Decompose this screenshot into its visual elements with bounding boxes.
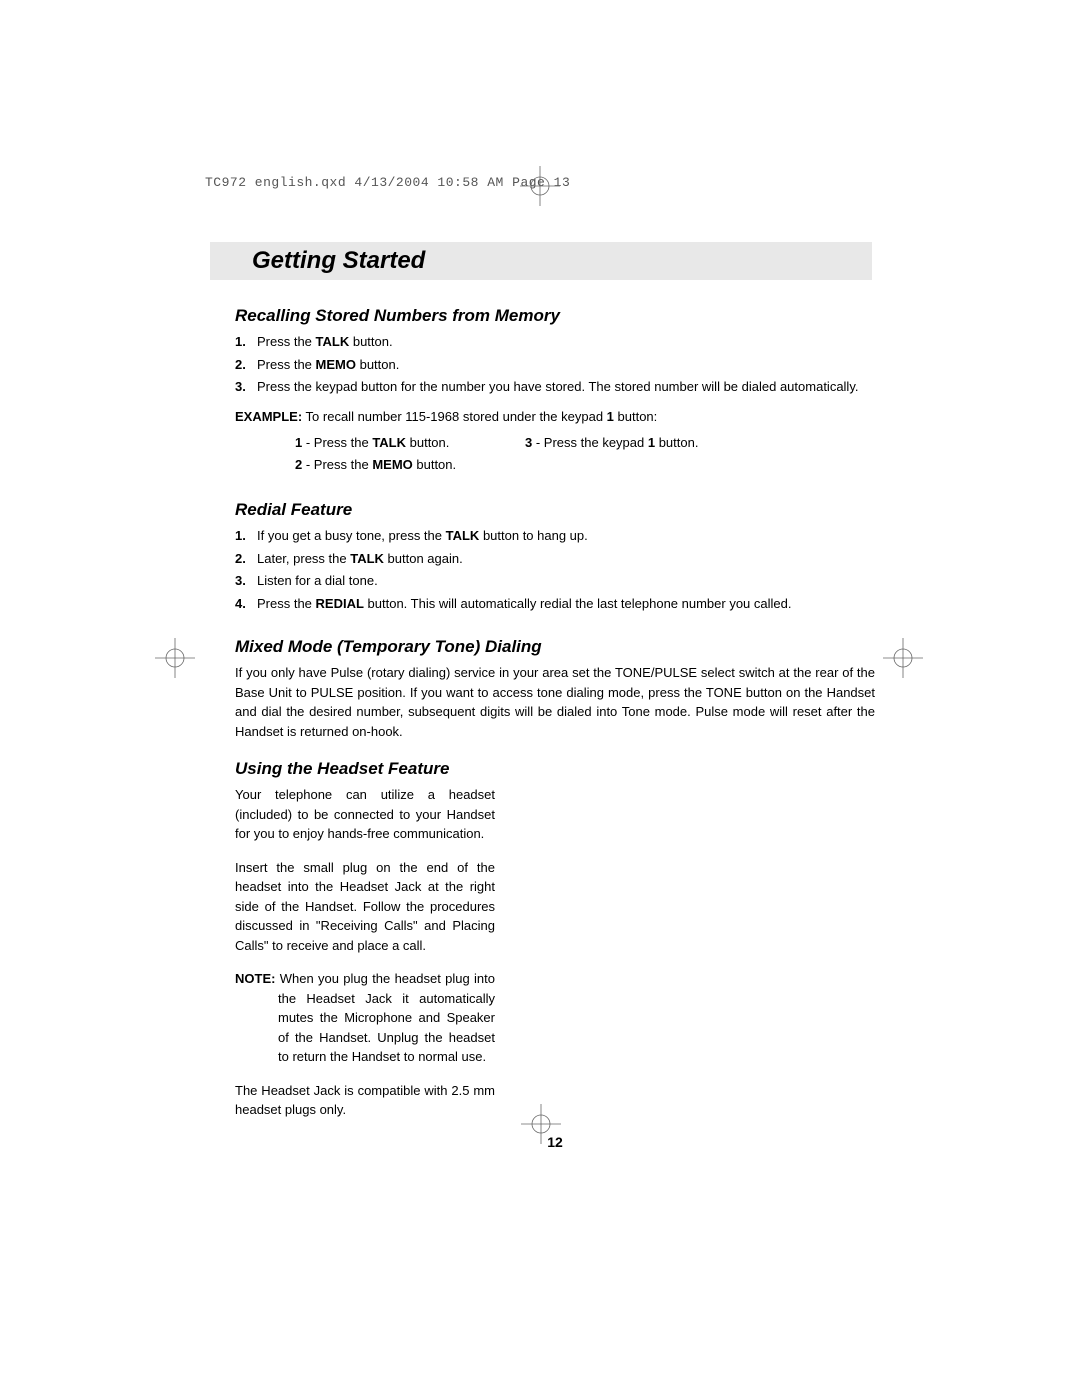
step-text: Press the REDIAL button. This will autom… [257,594,875,614]
list-item: 3. Press the keypad button for the numbe… [235,377,875,397]
list-item: 3. Listen for a dial tone. [235,571,875,591]
crop-mark-right [883,638,923,678]
example-block: EXAMPLE: To recall number 115-1968 store… [235,407,875,477]
list-item: 1. If you get a busy tone, press the TAL… [235,526,875,546]
list-item: 1. Press the TALK button. [235,332,875,352]
redial-steps: 1. If you get a busy tone, press the TAL… [235,526,875,613]
example-steps: 1 - Press the TALK button. 3 - Press the… [295,432,875,476]
list-item: 2. Press the MEMO button. [235,355,875,375]
headset-note: NOTE: When you plug the headset plug int… [235,969,495,1067]
page-number: 12 [235,1134,875,1150]
page-title: Getting Started [252,247,425,275]
section-heading-recall: Recalling Stored Numbers from Memory [235,306,875,326]
step-number: 1. [235,332,257,352]
section-heading-mixed-mode: Mixed Mode (Temporary Tone) Dialing [235,637,875,657]
step-number: 3. [235,571,257,591]
section-heading-headset: Using the Headset Feature [235,759,875,779]
step-text: Press the TALK button. [257,332,875,352]
step-text: Later, press the TALK button again. [257,549,875,569]
step-number: 2. [235,549,257,569]
step-text: Press the keypad button for the number y… [257,377,875,397]
step-number: 4. [235,594,257,614]
step-text: If you get a busy tone, press the TALK b… [257,526,875,546]
headset-column: Your telephone can utilize a headset (in… [235,785,495,1120]
crop-mark-left [155,638,195,678]
page-content: Recalling Stored Numbers from Memory 1. … [235,292,875,1150]
step-number: 3. [235,377,257,397]
step-text: Listen for a dial tone. [257,571,875,591]
crop-mark-top [520,166,560,206]
title-bar: Getting Started [210,242,872,280]
source-file-header: TC972 english.qxd 4/13/2004 10:58 AM Pag… [205,175,570,190]
headset-p2: Insert the small plug on the end of the … [235,858,495,956]
section-heading-redial: Redial Feature [235,500,875,520]
step-number: 2. [235,355,257,375]
step-text: Press the MEMO button. [257,355,875,375]
headset-p3: The Headset Jack is compatible with 2.5 … [235,1081,495,1120]
step-number: 1. [235,526,257,546]
list-item: 4. Press the REDIAL button. This will au… [235,594,875,614]
list-item: 2. Later, press the TALK button again. [235,549,875,569]
recall-steps: 1. Press the TALK button. 2. Press the M… [235,332,875,397]
mixed-mode-paragraph: If you only have Pulse (rotary dialing) … [235,663,875,741]
headset-p1: Your telephone can utilize a headset (in… [235,785,495,844]
